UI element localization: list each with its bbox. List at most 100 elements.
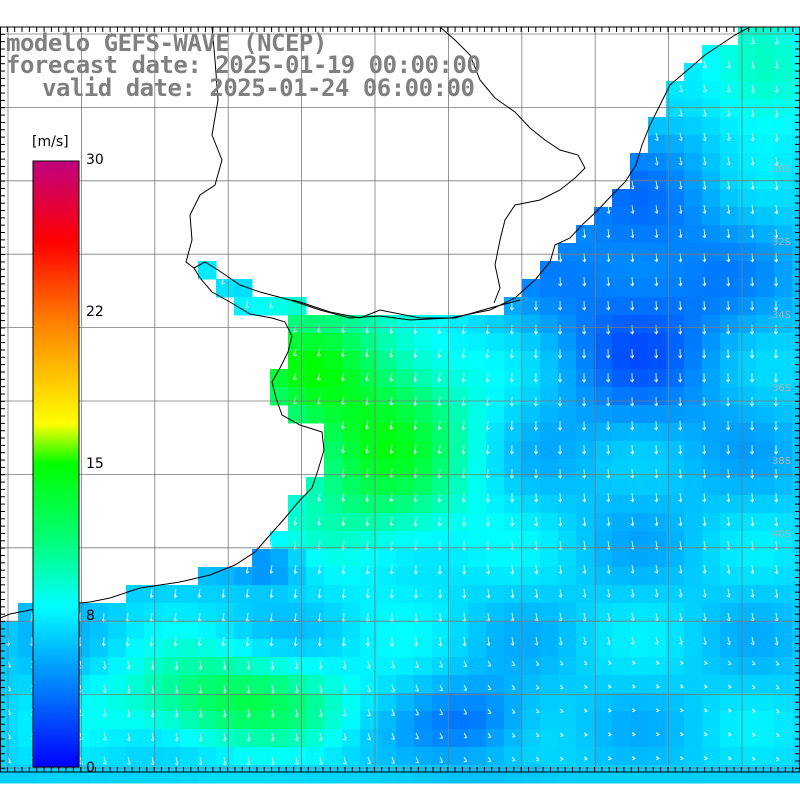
wind-arrow [389,564,394,575]
wind-arrow [318,708,323,718]
field-cell [540,369,559,388]
wind-arrow [389,612,395,623]
field-cell [792,387,800,406]
field-cell [522,513,541,532]
field-cell [468,477,487,496]
field-cell [414,513,433,532]
field-cell [738,621,757,640]
field-cell [396,549,415,568]
wind-arrow [510,564,515,575]
field-cell [324,621,343,640]
field-cell [594,315,613,334]
field-cell [756,99,775,118]
field-cell [270,297,289,316]
field-cell [288,567,307,586]
wind-arrow [485,324,490,335]
field-cell [144,711,163,730]
field-cell [126,711,145,730]
field-cell [378,693,397,712]
field-cell [630,189,649,208]
wind-arrow [749,372,755,383]
field-cell [306,387,325,406]
field-cell [720,513,739,532]
field-cell [594,297,613,316]
field-cell [144,693,163,712]
field-cell [648,315,667,334]
field-cell [612,423,631,442]
field-cell [306,495,325,514]
field-cell [342,549,361,568]
field-cell [792,369,800,388]
field-cell [360,333,379,352]
field-cell [792,567,800,586]
field-cell [594,225,613,244]
wind-arrow [703,60,707,69]
wind-arrow [390,636,395,647]
wind-arrow [342,756,347,765]
wind-arrow [365,588,370,599]
field-cell [720,117,739,136]
field-cell [702,225,721,244]
field-cell [144,747,163,766]
wind-arrow [678,300,683,311]
wind-arrow [702,156,707,166]
field-cell [198,711,217,730]
field-cell [504,657,523,676]
field-cell [720,189,739,208]
wind-arrow [245,636,250,647]
field-cell [432,387,451,406]
field-cell [468,549,487,568]
wind-arrow [221,276,225,285]
field-cell [774,693,793,712]
wind-arrow [702,204,707,215]
field-cell [666,657,685,676]
wind-arrow [102,708,107,717]
field-cell [270,657,289,676]
field-cell [594,675,613,694]
field-cell [216,675,235,694]
wind-arrow [774,228,779,239]
field-cell [306,747,325,766]
wind-arrow [509,444,514,455]
wind-arrow [557,372,563,383]
field-cell [594,657,613,676]
field-cell [0,657,19,676]
wind-arrow [655,660,660,665]
field-cell [702,441,721,460]
field-cell [720,171,739,190]
wind-arrow [582,348,587,359]
field-cell [126,603,145,622]
wind-arrow [702,372,707,383]
field-cell [576,225,595,244]
wind-arrow [774,60,779,69]
field-cell [738,747,757,766]
wind-arrow [654,180,659,190]
field-cell [378,567,397,586]
field-cell [342,693,361,712]
wind-arrow [678,444,683,455]
field-cell [0,675,19,694]
field-cell [792,585,800,604]
field-cell [594,549,613,568]
field-cell [144,621,163,640]
field-cell [234,639,253,658]
land-area [0,27,800,618]
field-cell [234,747,253,766]
field-cell [378,549,397,568]
field-cell [216,585,235,604]
field-cell [594,603,613,622]
wind-arrow [630,564,635,574]
field-cell [738,549,757,568]
field-cell [738,351,757,370]
wind-arrow [750,84,755,93]
wind-arrow [582,588,587,598]
wind-arrow [774,84,779,94]
field-cell [396,477,415,496]
wind-arrow [702,612,707,622]
field-cell [486,549,505,568]
wind-arrow [751,684,756,690]
field-cell [288,585,307,604]
field-cell [702,495,721,514]
field-cell [468,441,487,460]
wind-arrow [630,180,635,190]
